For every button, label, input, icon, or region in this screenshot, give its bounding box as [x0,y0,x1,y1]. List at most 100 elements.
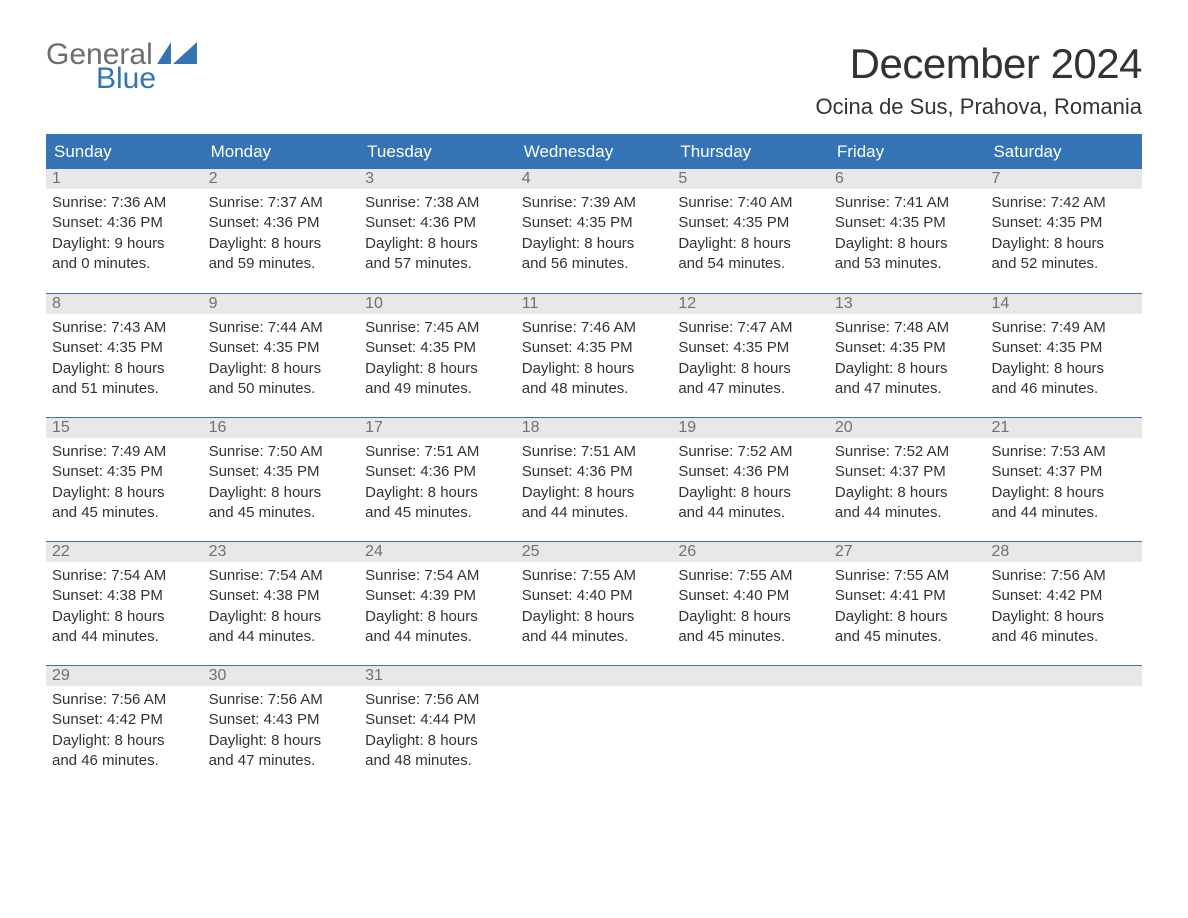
day-number: 15 [46,418,203,438]
sunset-text: Sunset: 4:35 PM [522,338,667,358]
day-cell: 19Sunrise: 7:52 AMSunset: 4:36 PMDayligh… [672,418,829,541]
day-number: . [672,666,829,686]
daylight-text: and 48 minutes. [365,751,510,771]
day-number: . [829,666,986,686]
daylight-text: Daylight: 8 hours [522,234,667,254]
week-row: 8Sunrise: 7:43 AMSunset: 4:35 PMDaylight… [46,293,1142,417]
daylight-text: and 44 minutes. [678,503,823,523]
day-number: 24 [359,542,516,562]
daylight-text: and 44 minutes. [522,627,667,647]
day-number: 14 [985,294,1142,314]
daylight-text: Daylight: 8 hours [522,483,667,503]
sunset-text: Sunset: 4:35 PM [52,338,197,358]
header: General Blue December 2024 Ocina de Sus,… [46,40,1142,120]
day-cell: 17Sunrise: 7:51 AMSunset: 4:36 PMDayligh… [359,418,516,541]
sunset-text: Sunset: 4:35 PM [678,338,823,358]
day-cell: . [829,666,986,789]
daylight-text: Daylight: 8 hours [678,234,823,254]
day-cell: 23Sunrise: 7:54 AMSunset: 4:38 PMDayligh… [203,542,360,665]
day-cell: 18Sunrise: 7:51 AMSunset: 4:36 PMDayligh… [516,418,673,541]
sunset-text: Sunset: 4:43 PM [209,710,354,730]
day-cell: 20Sunrise: 7:52 AMSunset: 4:37 PMDayligh… [829,418,986,541]
sunrise-text: Sunrise: 7:54 AM [209,566,354,586]
sunset-text: Sunset: 4:36 PM [678,462,823,482]
day-cell: 27Sunrise: 7:55 AMSunset: 4:41 PMDayligh… [829,542,986,665]
day-cell: . [516,666,673,789]
daylight-text: and 47 minutes. [835,379,980,399]
sunrise-text: Sunrise: 7:46 AM [522,318,667,338]
weekday-label: Wednesday [516,136,673,169]
sunrise-text: Sunrise: 7:38 AM [365,193,510,213]
daylight-text: and 46 minutes. [991,627,1136,647]
day-number: 9 [203,294,360,314]
day-number: 30 [203,666,360,686]
daylight-text: Daylight: 8 hours [365,234,510,254]
daylight-text: Daylight: 8 hours [365,483,510,503]
month-title: December 2024 [815,40,1142,88]
daylight-text: and 0 minutes. [52,254,197,274]
day-number: 16 [203,418,360,438]
sunrise-text: Sunrise: 7:53 AM [991,442,1136,462]
sunset-text: Sunset: 4:38 PM [52,586,197,606]
sunrise-text: Sunrise: 7:56 AM [365,690,510,710]
sunrise-text: Sunrise: 7:47 AM [678,318,823,338]
day-number: 26 [672,542,829,562]
week-row: 1Sunrise: 7:36 AMSunset: 4:36 PMDaylight… [46,169,1142,293]
day-content: Sunrise: 7:56 AMSunset: 4:43 PMDaylight:… [203,686,360,775]
day-number: 29 [46,666,203,686]
day-cell: 30Sunrise: 7:56 AMSunset: 4:43 PMDayligh… [203,666,360,789]
sunrise-text: Sunrise: 7:54 AM [365,566,510,586]
daylight-text: Daylight: 8 hours [835,234,980,254]
sunrise-text: Sunrise: 7:51 AM [522,442,667,462]
daylight-text: and 53 minutes. [835,254,980,274]
daylight-text: and 47 minutes. [209,751,354,771]
daylight-text: Daylight: 8 hours [209,359,354,379]
sunset-text: Sunset: 4:35 PM [991,338,1136,358]
sunset-text: Sunset: 4:35 PM [991,213,1136,233]
sunset-text: Sunset: 4:36 PM [52,213,197,233]
daylight-text: and 46 minutes. [52,751,197,771]
brand-logo: General Blue [46,40,197,94]
day-content: Sunrise: 7:47 AMSunset: 4:35 PMDaylight:… [672,314,829,403]
week-row: 29Sunrise: 7:56 AMSunset: 4:42 PMDayligh… [46,665,1142,789]
weekday-header: Sunday Monday Tuesday Wednesday Thursday… [46,136,1142,169]
sunrise-text: Sunrise: 7:49 AM [991,318,1136,338]
day-cell: 25Sunrise: 7:55 AMSunset: 4:40 PMDayligh… [516,542,673,665]
day-content: Sunrise: 7:44 AMSunset: 4:35 PMDaylight:… [203,314,360,403]
daylight-text: and 45 minutes. [678,627,823,647]
daylight-text: Daylight: 8 hours [209,731,354,751]
daylight-text: and 47 minutes. [678,379,823,399]
day-content: Sunrise: 7:56 AMSunset: 4:42 PMDaylight:… [46,686,203,775]
day-cell: 6Sunrise: 7:41 AMSunset: 4:35 PMDaylight… [829,169,986,293]
weekday-label: Saturday [985,136,1142,169]
day-content: Sunrise: 7:49 AMSunset: 4:35 PMDaylight:… [985,314,1142,403]
day-number: 23 [203,542,360,562]
day-content: Sunrise: 7:45 AMSunset: 4:35 PMDaylight:… [359,314,516,403]
sunrise-text: Sunrise: 7:56 AM [209,690,354,710]
day-cell: 24Sunrise: 7:54 AMSunset: 4:39 PMDayligh… [359,542,516,665]
day-number: 10 [359,294,516,314]
daylight-text: Daylight: 8 hours [678,483,823,503]
day-cell: 16Sunrise: 7:50 AMSunset: 4:35 PMDayligh… [203,418,360,541]
daylight-text: Daylight: 8 hours [522,607,667,627]
day-content: Sunrise: 7:37 AMSunset: 4:36 PMDaylight:… [203,189,360,278]
day-number: 28 [985,542,1142,562]
daylight-text: Daylight: 8 hours [835,483,980,503]
sunrise-text: Sunrise: 7:41 AM [835,193,980,213]
day-cell: 13Sunrise: 7:48 AMSunset: 4:35 PMDayligh… [829,294,986,417]
sunrise-text: Sunrise: 7:52 AM [678,442,823,462]
daylight-text: and 44 minutes. [991,503,1136,523]
sunrise-text: Sunrise: 7:50 AM [209,442,354,462]
sunrise-text: Sunrise: 7:39 AM [522,193,667,213]
day-cell: 22Sunrise: 7:54 AMSunset: 4:38 PMDayligh… [46,542,203,665]
daylight-text: and 45 minutes. [52,503,197,523]
sunset-text: Sunset: 4:40 PM [522,586,667,606]
sunset-text: Sunset: 4:36 PM [365,213,510,233]
sunset-text: Sunset: 4:35 PM [52,462,197,482]
daylight-text: and 44 minutes. [835,503,980,523]
sunset-text: Sunset: 4:36 PM [522,462,667,482]
daylight-text: Daylight: 8 hours [522,359,667,379]
sunrise-text: Sunrise: 7:45 AM [365,318,510,338]
day-content: Sunrise: 7:39 AMSunset: 4:35 PMDaylight:… [516,189,673,278]
day-cell: 1Sunrise: 7:36 AMSunset: 4:36 PMDaylight… [46,169,203,293]
